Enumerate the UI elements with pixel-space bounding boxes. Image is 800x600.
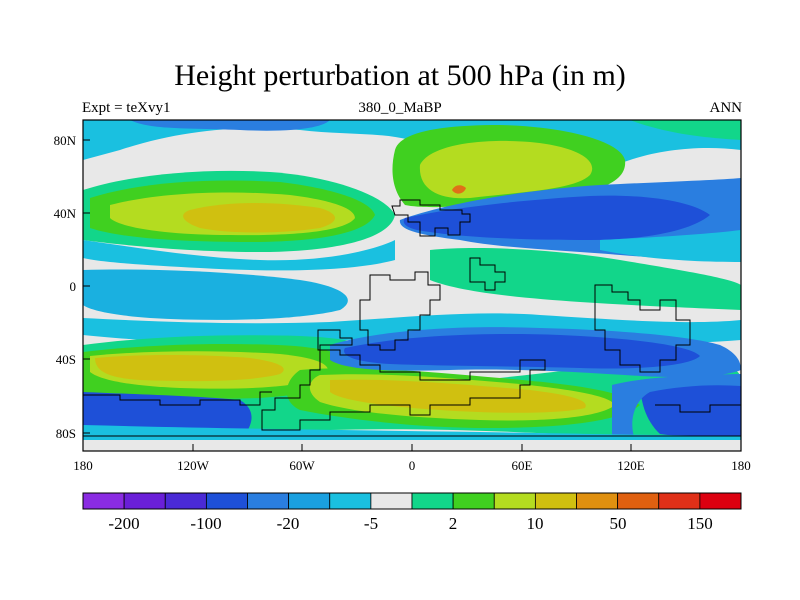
coastline-east-land (594, 284, 691, 373)
x-tick-label: 180 (731, 458, 751, 473)
south-gold-east (330, 379, 586, 413)
eurasia-ridge-yellow (419, 140, 593, 199)
x-tick-label: 120E (617, 458, 645, 473)
colorbar-swatch (576, 492, 619, 510)
y-tick-label: 80S (56, 426, 76, 441)
colorbar-swatch (329, 492, 372, 510)
colorbar-swatch (658, 492, 701, 510)
coastline-south-block (261, 329, 546, 431)
colorbar-label: 2 (449, 514, 458, 533)
arctic-blue-patch (130, 120, 330, 131)
sindian-blue-deep (344, 334, 700, 369)
colorbar-swatch (164, 492, 207, 510)
colorbar-frame (82, 492, 742, 510)
colorbar-swatch (617, 492, 660, 510)
arctic-green-patch (630, 120, 741, 140)
x-tick-label: 0 (409, 458, 416, 473)
npacific-cyan-edge (600, 230, 741, 262)
y-axis-labels: 80N 40N 0 40S 80S (54, 133, 77, 441)
x-tick-label: 120W (177, 458, 210, 473)
natl-cyan-fringe (83, 240, 395, 271)
plot-title: Height perturbation at 500 hPa (in m) (174, 59, 626, 92)
x-axis-labels: 180 120W 60W 0 60E 120E 180 (73, 458, 751, 473)
tick-marks (82, 139, 742, 451)
spacific-blue-outer (612, 374, 741, 440)
y-tick-label: 80N (54, 133, 77, 148)
colorbar-label: -100 (190, 514, 221, 533)
x-tick-label: 180 (73, 458, 93, 473)
colorbar-label: -5 (364, 514, 378, 533)
colorbar-swatch (288, 492, 331, 510)
colorbar-swatch (493, 492, 536, 510)
coastline-east-tropics (469, 257, 506, 291)
south-gold-west (95, 355, 284, 382)
colorbar-swatch (452, 492, 495, 510)
colorbar-boxes (82, 492, 742, 510)
experiment-label: Expt = teXvy1 (82, 100, 171, 116)
colorbar-labels: -200 -100 -20 -5 2 10 50 150 (108, 514, 712, 533)
colorbar-label: -20 (277, 514, 300, 533)
colorbar-label: 150 (687, 514, 713, 533)
npacific-blue-deep (403, 195, 710, 240)
y-tick-label: 0 (70, 279, 77, 294)
colorbar-swatch (411, 492, 454, 510)
colorbar-swatch (247, 492, 290, 510)
colorbar-swatch (370, 492, 413, 510)
y-tick-label: 40S (56, 352, 76, 367)
colorbar-label: -200 (108, 514, 139, 533)
coastline-north-continent (391, 199, 471, 237)
x-tick-label: 60W (289, 458, 315, 473)
colorbar-swatch (82, 492, 125, 510)
colorbar-swatch (699, 492, 742, 510)
colorbar-swatch (205, 492, 248, 510)
natl-yellow-core (183, 203, 335, 233)
x-tick-label: 60E (512, 458, 533, 473)
tropical-blue-west (83, 269, 348, 320)
spacific-blue-deep (640, 377, 741, 440)
colorbar-label: 10 (527, 514, 544, 533)
coastline-tropical-land (359, 271, 441, 351)
period-label: 380_0_MaBP (358, 100, 442, 116)
coastlines (83, 199, 741, 437)
y-tick-label: 40N (54, 206, 77, 221)
season-label: ANN (709, 100, 743, 116)
colorbar-swatch (123, 492, 166, 510)
contour-field (83, 120, 741, 451)
colorbar (82, 492, 742, 510)
coastline-se-block (655, 404, 741, 413)
tropical-green-east (430, 248, 741, 310)
eurasia-ridge-orange (452, 185, 466, 194)
colorbar-swatch (534, 492, 577, 510)
coastline-antarctic-west (83, 391, 272, 406)
colorbar-label: 50 (610, 514, 627, 533)
